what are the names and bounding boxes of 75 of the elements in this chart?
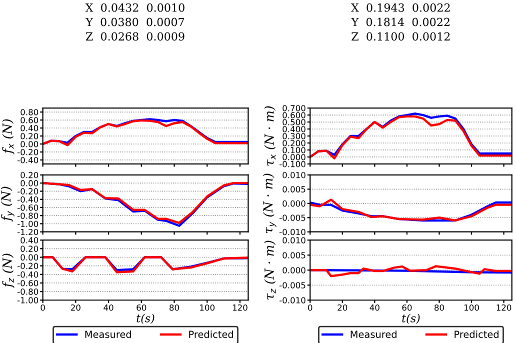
y-tick-label: 0.00 <box>20 140 38 148</box>
y-axis-title: f$_{z}$ (N) <box>2 254 14 288</box>
x-tick-label: 60 <box>136 304 146 311</box>
y-tick-label: -0.005 <box>279 282 306 288</box>
y-tick-label: -0.40 <box>18 156 38 164</box>
text: Z 0.0268 0.0009 <box>86 32 184 41</box>
y-axis-title: f$_{x}$ (N) <box>2 119 14 154</box>
x-tick-label: 100 <box>464 304 479 311</box>
legend-label: Predicted <box>454 330 498 338</box>
text: X 0.1943 0.0022 <box>351 3 450 12</box>
y-tick-label: 0.40 <box>20 124 38 132</box>
y-tick-label: -0.100 <box>279 160 306 168</box>
y-tick-label: 0.60 <box>20 117 38 124</box>
y-tick-label: 0.20 <box>20 172 38 178</box>
text: Y 0.0380 0.0007 <box>86 18 184 26</box>
legend-label: Measured <box>350 330 396 338</box>
y-tick-label: -0.010 <box>279 297 306 304</box>
y-tick-label: 0.000 <box>282 154 306 160</box>
y-tick-label: 0.00 <box>20 180 38 186</box>
y-tick-label: -0.20 <box>18 148 38 156</box>
y-tick-label: -0.60 <box>18 280 38 286</box>
y-tick-label: 0.400 <box>282 126 306 132</box>
y-tick-label: 0.600 <box>282 112 306 118</box>
y-tick-label: -1.00 <box>18 297 38 304</box>
line-series <box>310 265 512 278</box>
y-tick-label: 0.20 <box>20 246 38 252</box>
y-tick-label: 0.005 <box>282 186 306 192</box>
text: Z 0.1100 0.0012 <box>352 32 450 41</box>
text: X 0.0432 0.0010 <box>85 3 184 12</box>
y-tick-label: -0.40 <box>18 196 38 203</box>
y-tick-label: -0.010 <box>279 228 306 236</box>
x-tick-label: 20 <box>338 304 348 311</box>
y-tick-label: 0.00 <box>20 254 38 261</box>
y-tick-label: 0.010 <box>282 237 306 244</box>
y-tick-label: 0.700 <box>282 105 306 112</box>
y-tick-label: 0.000 <box>282 200 306 207</box>
y-tick-label: -0.60 <box>18 204 38 211</box>
y-tick-label: -0.80 <box>18 212 38 219</box>
y-axis-title: τ$_{z}$ (N · m) <box>264 240 276 300</box>
y-tick-label: 0.500 <box>282 119 306 126</box>
x-tick-label: 60 <box>402 304 412 311</box>
x-tick-label: 0 <box>308 304 312 311</box>
y-tick-label: 0.80 <box>20 109 38 116</box>
y-axis-title: τ$_{x}$ (N · m) <box>264 106 276 166</box>
y-tick-label: -0.20 <box>18 188 38 194</box>
legend-label: Measured <box>85 330 131 338</box>
x-axis-title: t(s) <box>136 314 154 324</box>
y-tick-label: 0.010 <box>282 172 306 178</box>
text: Y 0.1814 0.0022 <box>351 18 450 26</box>
y-tick-label: -0.80 <box>18 288 38 295</box>
y-tick-label: 0.40 <box>20 237 38 244</box>
y-tick-label: 0.100 <box>282 146 306 154</box>
x-axis-title: t(s) <box>402 314 420 324</box>
y-tick-label: 0.005 <box>282 252 306 258</box>
x-tick-label: 120 <box>232 304 248 311</box>
x-tick-label: 80 <box>434 304 444 311</box>
y-tick-label: 0.000 <box>282 267 306 274</box>
y-tick-label: 0.300 <box>282 132 306 140</box>
x-tick-label: 80 <box>170 304 180 311</box>
x-tick-label: 40 <box>104 304 114 311</box>
x-tick-label: 40 <box>370 304 380 311</box>
y-tick-label: -0.20 <box>18 262 38 270</box>
y-axis-title: f$_{y}$ (N) <box>0 186 14 222</box>
y-tick-label: 0.20 <box>20 132 38 140</box>
y-axis-title: τ$_{y}$ (N · m) <box>262 174 276 234</box>
y-tick-label: -1.20 <box>18 228 38 236</box>
x-tick-label: 20 <box>70 304 80 311</box>
x-tick-label: 0 <box>40 304 45 311</box>
legend-label: Predicted <box>189 330 233 338</box>
x-tick-label: 120 <box>496 304 512 311</box>
y-tick-label: -1.00 <box>18 220 38 228</box>
x-tick-label: 100 <box>200 304 215 311</box>
y-tick-label: -0.40 <box>18 271 38 278</box>
y-tick-label: 0.200 <box>282 140 306 146</box>
y-tick-label: -0.005 <box>279 214 306 221</box>
